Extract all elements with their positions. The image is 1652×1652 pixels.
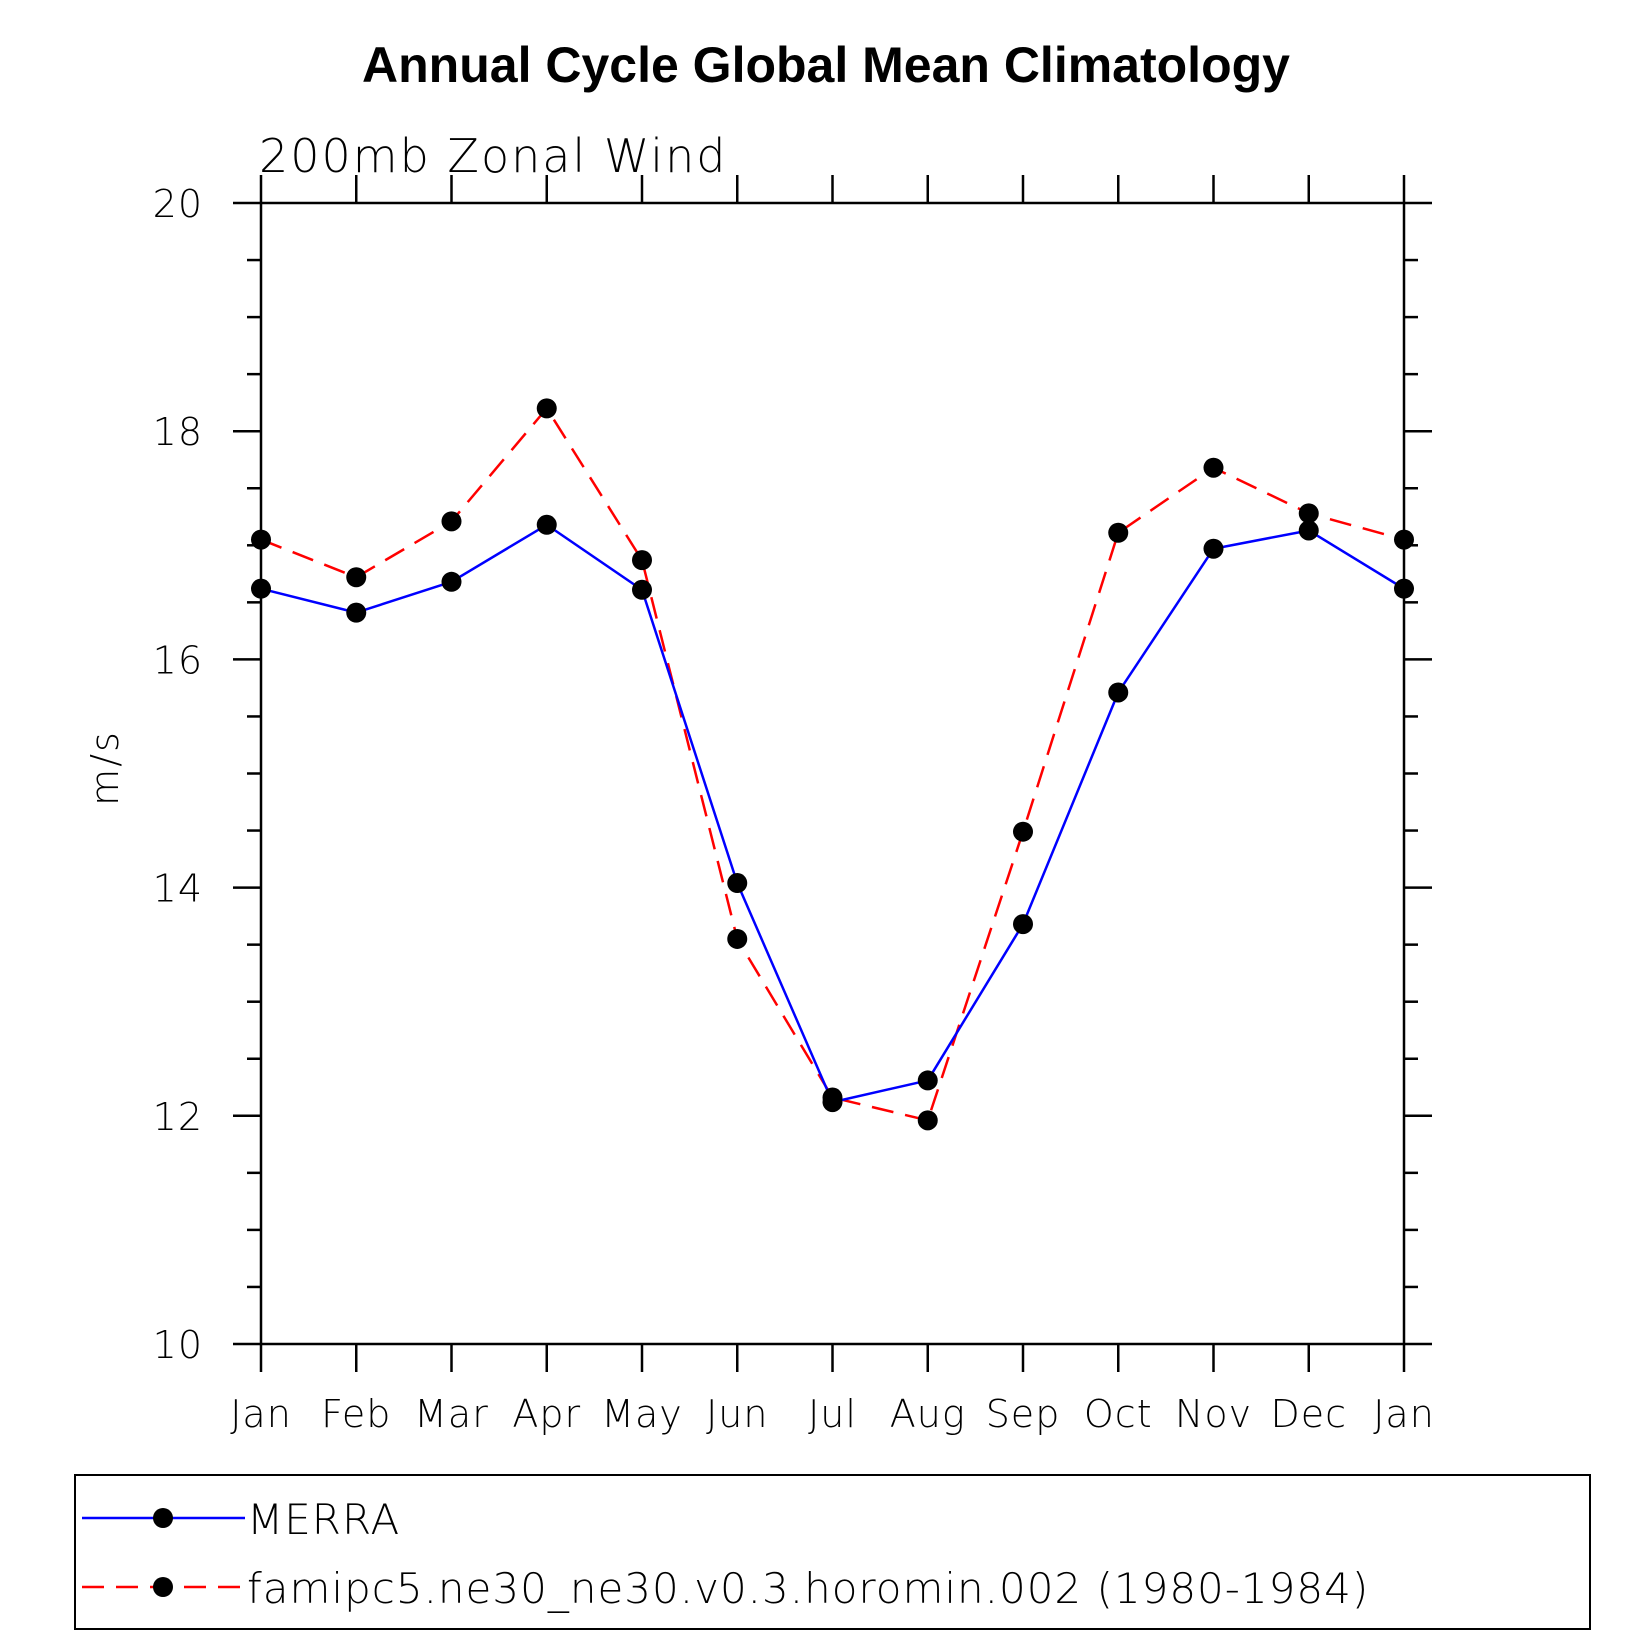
x-tick-label: Jan [230, 1392, 292, 1436]
data-point [917, 1110, 938, 1131]
y-axis-label: m/s [83, 730, 127, 806]
data-point [346, 567, 367, 588]
data-point [727, 928, 748, 949]
plot-frame [259, 201, 1406, 1346]
data-point [1203, 457, 1224, 478]
legend-marker [153, 1508, 173, 1528]
legend-marker [153, 1577, 173, 1597]
data-point [1108, 682, 1129, 703]
data-point [536, 514, 557, 535]
data-point [1013, 914, 1033, 935]
y-tick-label: 20 [153, 182, 203, 226]
legend-label: MERRA [247, 1495, 400, 1544]
legend: MERRA famipc5.ne30_ne30.v0.3.horomin.002 … [74, 1474, 1591, 1630]
y-tick-label: 18 [153, 410, 203, 454]
x-tick-label: Jun [706, 1392, 768, 1436]
data-point [1298, 520, 1319, 541]
x-tick-label: Feb [321, 1392, 391, 1436]
x-tick-label: Aug [890, 1392, 966, 1436]
data-point [822, 1087, 843, 1108]
data-point [632, 550, 652, 571]
x-tick-labels: Jan Feb Mar Apr May Jun Jul Aug Sep Oct Nov Dec Jan [230, 1392, 1435, 1436]
x-tick-label: Jul [808, 1392, 857, 1436]
y-tick-label: 12 [153, 1095, 203, 1139]
data-point [1013, 821, 1033, 842]
legend-label: famipc5.ne30_ne30.v0.3.horomin.002 (1980… [247, 1564, 1369, 1613]
data-point [1203, 538, 1224, 559]
data-point [727, 873, 748, 894]
x-tick-label: Dec [1270, 1392, 1347, 1436]
legend-box [74, 1474, 1591, 1630]
x-tick-label: Nov [1175, 1392, 1252, 1436]
data-point [346, 602, 367, 623]
axis-ticks [233, 175, 1432, 1372]
x-tick-label: Oct [1084, 1392, 1153, 1436]
series-line [260, 407, 1405, 1122]
x-tick-label: Apr [512, 1392, 581, 1436]
data-point [632, 579, 652, 600]
chart-subtitle: 200mb Zonal Wind [259, 129, 727, 183]
y-tick-label: 10 [153, 1323, 203, 1367]
data-point [536, 398, 557, 419]
y-tick-label: 16 [153, 638, 203, 682]
y-tick-label: 14 [153, 867, 203, 911]
data-point [1108, 522, 1129, 543]
data-point [1298, 503, 1319, 524]
chart-title: Annual Cycle Global Mean Climatology [362, 37, 1290, 93]
data-point [441, 511, 462, 532]
x-tick-label: Jan [1373, 1392, 1435, 1436]
x-tick-label: May [601, 1392, 683, 1436]
data-point [441, 571, 462, 592]
x-tick-label: Sep [986, 1392, 1061, 1436]
y-tick-labels: 10 12 14 16 18 20 [153, 182, 203, 1367]
data-point [917, 1070, 938, 1091]
x-tick-label: Mar [414, 1392, 489, 1436]
series-layer [251, 398, 1414, 1131]
series-line [260, 523, 1405, 1104]
